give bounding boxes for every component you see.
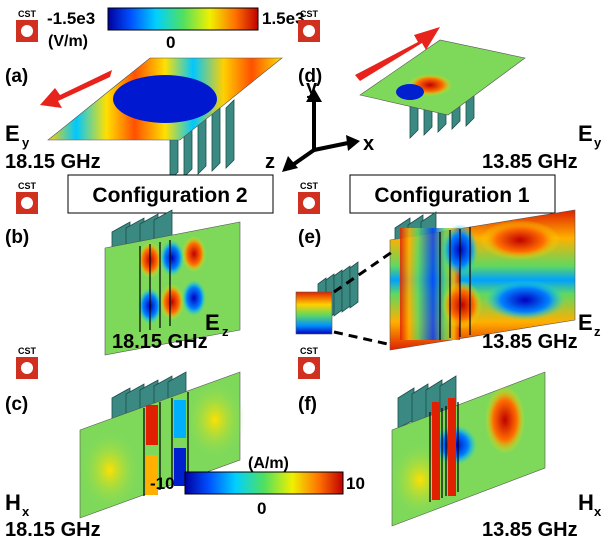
fin-edges-b <box>139 240 171 332</box>
axis-label-z: z <box>265 151 275 173</box>
component-c: H <box>5 490 21 515</box>
cst-logo-text: CST <box>18 346 37 356</box>
freq-b: 18.15 GHz <box>112 331 208 353</box>
cst-logo-text: CST <box>300 346 319 356</box>
fin-edges-f <box>429 402 459 502</box>
panel-label-e: (e) <box>298 227 321 248</box>
panel-label-f: (f) <box>298 394 317 415</box>
direction-arrow-d <box>355 27 440 81</box>
component-d: E <box>578 121 593 146</box>
field-blob-d-blue <box>396 84 424 100</box>
efield-colorbar-min: -1.5e3 <box>47 9 95 28</box>
cst-logo-a: CST <box>16 9 38 42</box>
panel-label-a: (a) <box>5 66 28 87</box>
panel-c: (c) H x 18.15 GHz <box>5 371 245 541</box>
z-axis <box>292 148 316 166</box>
inset-guides-e <box>333 250 393 347</box>
panel-label-d: (d) <box>298 66 322 87</box>
hfield-colorbar-min: -10 <box>150 474 175 493</box>
cst-logo-text: CST <box>300 9 319 19</box>
component-sub-f: x <box>594 504 602 519</box>
freq-f: 13.85 GHz <box>482 519 578 541</box>
config-text-right: Configuration 1 <box>374 184 529 207</box>
fin-edges-c <box>143 392 189 496</box>
cst-logo-text: CST <box>18 181 37 191</box>
efield-colorbar-gradient <box>107 7 259 31</box>
efield-colorbar-unit: (V/m) <box>48 33 88 50</box>
component-a: E <box>5 121 20 146</box>
cst-logo-f: CST <box>298 346 320 379</box>
x-axis <box>313 141 349 152</box>
efield-colorbar-mid: 0 <box>166 33 175 52</box>
component-b: E <box>205 310 220 335</box>
component-sub-c: x <box>22 504 30 519</box>
hfield-colorbar-unit: (A/m) <box>248 455 289 472</box>
hfield-colorbar-gradient <box>184 471 344 495</box>
freq-c: 18.15 GHz <box>5 519 101 541</box>
panel-f: (f) H x 13.85 GHz <box>298 371 602 541</box>
component-e: E <box>578 310 593 335</box>
cst-logo-c: CST <box>16 346 38 379</box>
efield-colorbar: -1.5e3 1.5e3 (V/m) 0 <box>47 7 305 52</box>
config-text-left: Configuration 2 <box>92 184 247 207</box>
component-sub-d: y <box>594 135 602 150</box>
freq-d: 13.85 GHz <box>482 151 578 173</box>
inset-slab-e <box>295 261 359 335</box>
hfield-colorbar-mid: 0 <box>257 499 266 518</box>
panel-b: (b) E z 18.15 GHz <box>5 209 241 356</box>
component-sub-b: z <box>222 324 229 339</box>
axis-label-x: x <box>363 133 374 155</box>
efield-colorbar-max: 1.5e3 <box>262 9 305 28</box>
panel-label-c: (c) <box>5 394 28 415</box>
freq-e: 13.85 GHz <box>482 331 578 353</box>
config-label-right: Configuration 1 <box>349 174 556 214</box>
panel-label-b: (b) <box>5 227 29 248</box>
cst-logo-d: CST <box>298 9 320 42</box>
hfield-colorbar: (A/m) -10 10 0 <box>150 455 365 518</box>
component-sub-a: y <box>22 135 30 150</box>
hfield-colorbar-max: 10 <box>346 474 365 493</box>
cst-logo-b: CST <box>16 181 38 214</box>
freq-a: 18.15 GHz <box>5 151 101 173</box>
config-label-left: Configuration 2 <box>67 174 274 214</box>
cst-logo-e: CST <box>298 181 320 214</box>
direction-arrow-a <box>40 70 112 108</box>
cst-logo-text: CST <box>18 9 37 19</box>
fin-edges-e <box>439 227 471 340</box>
coordinate-axes: y x z <box>265 77 374 173</box>
panel-d: (d) E y 13.85 GHz <box>298 27 602 173</box>
axis-label-y: y <box>306 77 318 99</box>
panel-e: (e) E z 13.85 GHz <box>295 209 601 353</box>
component-sub-e: z <box>594 324 601 339</box>
field-blob-a <box>113 75 217 123</box>
panel-a: (a) E y 18.15 GHz <box>5 57 283 181</box>
cst-logo-text: CST <box>300 181 319 191</box>
component-f: H <box>578 490 594 515</box>
